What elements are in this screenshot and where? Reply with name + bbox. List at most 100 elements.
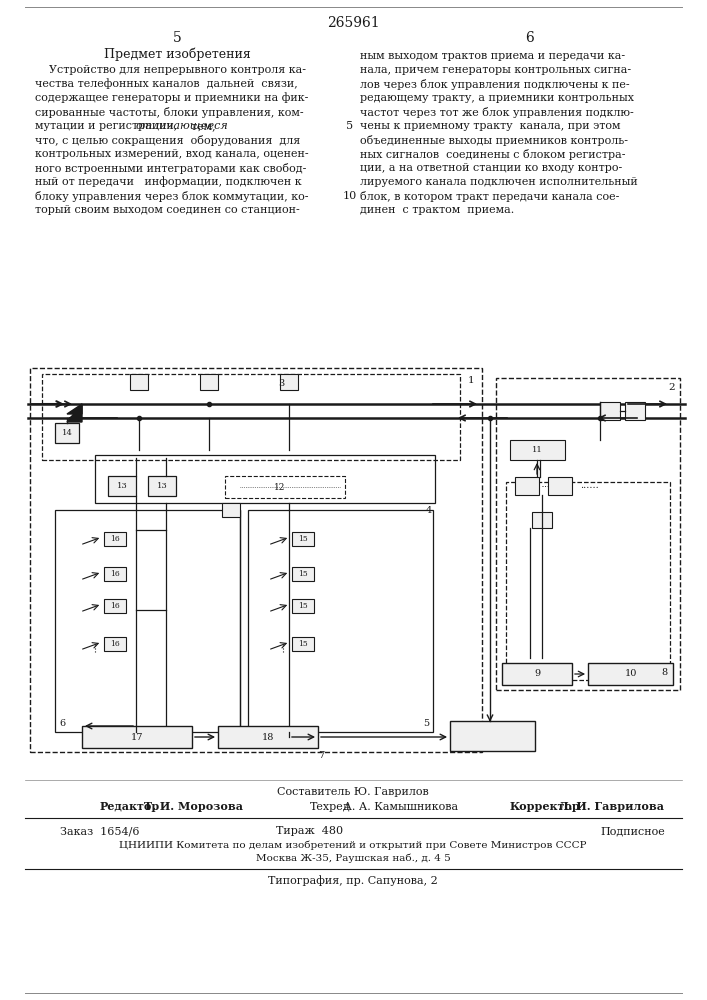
Text: торый своим выходом соединен со станцион-: торый своим выходом соединен со станцион…: [35, 205, 300, 215]
Bar: [55, 510, 240, 732]
Text: ЦНИИПИ Комитета по делам изобретений и открытий при Совете Министров СССР: ЦНИИПИ Комитета по делам изобретений и о…: [119, 840, 587, 850]
Text: 12: 12: [274, 484, 286, 492]
Text: 6: 6: [59, 719, 65, 728]
Text: 14: 14: [62, 429, 72, 437]
Text: Устройство для непрерывного контроля ка-: Устройство для непрерывного контроля ка-: [35, 65, 306, 75]
Text: мутации и регистрации,: мутации и регистрации,: [35, 121, 181, 131]
Text: 8: 8: [661, 668, 667, 677]
Bar: [292, 567, 314, 581]
Text: А. А. Камышникова: А. А. Камышникова: [340, 802, 458, 812]
Text: 2: 2: [668, 383, 675, 392]
Text: блок, в котором тракт передачи канала сое-: блок, в котором тракт передачи канала со…: [360, 190, 619, 202]
Text: ции, а на ответной станции ко входу контро-: ции, а на ответной станции ко входу конт…: [360, 163, 622, 173]
Text: 4: 4: [426, 506, 432, 515]
Text: тем,: тем,: [185, 121, 216, 131]
Bar: [42, 374, 460, 460]
Text: Корректор: Корректор: [510, 802, 580, 812]
Text: чены к приемному тракту  канала, при этом: чены к приемному тракту канала, при этом: [360, 121, 621, 131]
Text: 6: 6: [525, 31, 534, 45]
Bar: [292, 637, 314, 651]
Text: 3: 3: [278, 379, 284, 388]
Bar: [200, 374, 218, 390]
Bar: [104, 532, 126, 546]
Text: 16: 16: [110, 602, 120, 610]
Bar: [218, 726, 318, 748]
Text: чества телефонных каналов  дальней  связи,: чества телефонных каналов дальней связи,: [35, 79, 298, 89]
Text: 10: 10: [343, 191, 357, 201]
Text: Подписное: Подписное: [600, 826, 665, 836]
Text: Л. И. Гаврилова: Л. И. Гаврилова: [555, 802, 664, 812]
Bar: [95, 455, 435, 503]
Text: Предмет изобретения: Предмет изобретения: [104, 47, 250, 61]
Text: что, с целью сокращения  оборудования  для: что, с целью сокращения оборудования для: [35, 134, 300, 145]
Bar: [515, 477, 539, 495]
Text: 18: 18: [262, 732, 274, 742]
Text: 265961: 265961: [327, 16, 380, 30]
Text: 15: 15: [298, 570, 308, 578]
Text: сированные частоты, блоки управления, ком-: сированные частоты, блоки управления, ко…: [35, 106, 303, 117]
Text: Редактор: Редактор: [100, 802, 160, 812]
Bar: [82, 726, 192, 748]
Bar: [548, 477, 572, 495]
Bar: [148, 476, 176, 496]
Bar: [510, 440, 565, 460]
Text: 9: 9: [534, 670, 540, 678]
Text: Заказ  1654/6: Заказ 1654/6: [60, 826, 139, 836]
Bar: [625, 402, 645, 420]
Text: отличающееся: отличающееся: [135, 121, 228, 131]
Bar: [502, 663, 572, 685]
Text: 16: 16: [110, 570, 120, 578]
Text: 15: 15: [298, 602, 308, 610]
Text: ного встроенными интеграторами как свобод-: ного встроенными интеграторами как свобо…: [35, 162, 306, 174]
Bar: [30, 368, 482, 752]
Text: 5: 5: [423, 719, 429, 728]
Bar: [496, 378, 680, 690]
Text: Тираж  480: Тираж 480: [276, 826, 344, 836]
Bar: [104, 599, 126, 613]
Bar: [292, 599, 314, 613]
Bar: [130, 374, 148, 390]
Bar: [600, 402, 620, 420]
Text: 1: 1: [467, 376, 474, 385]
Bar: [506, 482, 670, 680]
Bar: [588, 663, 673, 685]
Text: Москва Ж-35, Раушская наб., д. 4 5: Москва Ж-35, Раушская наб., д. 4 5: [256, 853, 450, 863]
Bar: [104, 567, 126, 581]
Text: динен  с трактом  приема.: динен с трактом приема.: [360, 205, 514, 215]
Text: ным выходом трактов приема и передачи ка-: ным выходом трактов приема и передачи ка…: [360, 51, 625, 61]
Text: ......: ......: [580, 482, 599, 490]
Text: 17: 17: [131, 732, 144, 742]
Text: содержащее генераторы и приемники на фик-: содержащее генераторы и приемники на фик…: [35, 93, 308, 103]
Text: 5: 5: [173, 31, 182, 45]
Text: объединенные выходы приемников контроль-: объединенные выходы приемников контроль-: [360, 134, 628, 145]
Bar: [55, 423, 79, 443]
Text: 5: 5: [346, 121, 354, 131]
Text: Т. И. Морозова: Т. И. Морозова: [140, 802, 243, 812]
Text: ных сигналов  соединены с блоком регистра-: ных сигналов соединены с блоком регистра…: [360, 148, 626, 159]
Bar: [532, 512, 552, 528]
Bar: [450, 721, 535, 751]
Text: Типография, пр. Сапунова, 2: Типография, пр. Сапунова, 2: [268, 876, 438, 886]
Polygon shape: [67, 404, 82, 414]
Text: блоку управления через блок коммутации, ко-: блоку управления через блок коммутации, …: [35, 190, 308, 202]
Text: 16: 16: [110, 640, 120, 648]
Text: частот через тот же блок управления подклю-: частот через тот же блок управления подк…: [360, 106, 633, 117]
Text: 10: 10: [624, 670, 637, 678]
Polygon shape: [67, 404, 82, 422]
Text: лируемого канала подключен исполнительный: лируемого канала подключен исполнительны…: [360, 177, 638, 187]
Text: 13: 13: [117, 482, 127, 490]
Bar: [292, 532, 314, 546]
Text: ный от передачи   информации, подключен к: ный от передачи информации, подключен к: [35, 177, 302, 187]
Text: Составитель Ю. Гаврилов: Составитель Ю. Гаврилов: [277, 787, 429, 797]
Text: лов через блок управления подключены к пе-: лов через блок управления подключены к п…: [360, 79, 630, 90]
Text: Техред: Техред: [310, 802, 351, 812]
Text: 15: 15: [298, 535, 308, 543]
Text: 7: 7: [318, 751, 325, 760]
Text: контрольных измерений, вход канала, оценен-: контрольных измерений, вход канала, оцен…: [35, 149, 309, 159]
Bar: [104, 637, 126, 651]
Text: редающему тракту, а приемники контрольных: редающему тракту, а приемники контрольны…: [360, 93, 634, 103]
Bar: [108, 476, 136, 496]
Text: 16: 16: [110, 535, 120, 543]
Text: 11: 11: [532, 446, 543, 454]
Bar: [225, 476, 345, 498]
